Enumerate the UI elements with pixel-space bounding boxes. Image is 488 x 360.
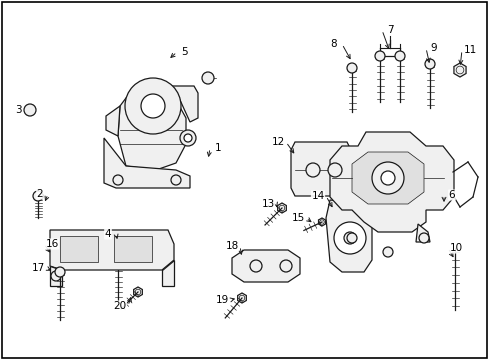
Text: 13: 13 — [261, 199, 274, 209]
Polygon shape — [162, 260, 174, 286]
Circle shape — [380, 171, 394, 185]
Polygon shape — [168, 86, 198, 122]
Text: 6: 6 — [448, 190, 454, 200]
Circle shape — [249, 260, 262, 272]
Text: 14: 14 — [311, 191, 324, 201]
Polygon shape — [237, 293, 246, 303]
Circle shape — [33, 191, 43, 201]
Polygon shape — [104, 138, 190, 188]
Text: 17: 17 — [31, 263, 44, 273]
Text: 20: 20 — [113, 301, 126, 311]
Polygon shape — [50, 230, 174, 270]
Text: 18: 18 — [225, 241, 238, 251]
Circle shape — [346, 233, 356, 243]
Circle shape — [113, 175, 123, 185]
Text: 2: 2 — [37, 189, 43, 199]
Text: 11: 11 — [463, 45, 476, 55]
Circle shape — [51, 271, 61, 281]
Polygon shape — [118, 92, 185, 170]
Text: 10: 10 — [448, 243, 462, 253]
Polygon shape — [277, 203, 286, 213]
Circle shape — [180, 130, 196, 146]
Circle shape — [371, 162, 403, 194]
Text: 1: 1 — [214, 143, 221, 153]
Polygon shape — [329, 132, 453, 232]
Circle shape — [333, 222, 365, 254]
Circle shape — [343, 232, 355, 244]
Circle shape — [394, 51, 404, 61]
Polygon shape — [133, 287, 142, 297]
Polygon shape — [325, 200, 371, 272]
Circle shape — [202, 72, 214, 84]
Circle shape — [183, 134, 192, 142]
Circle shape — [125, 78, 181, 134]
Text: 8: 8 — [330, 39, 337, 49]
Text: 7: 7 — [386, 25, 392, 35]
Polygon shape — [60, 236, 98, 262]
Text: 15: 15 — [291, 213, 304, 223]
Circle shape — [346, 63, 356, 73]
Circle shape — [171, 175, 181, 185]
Circle shape — [418, 233, 428, 243]
Polygon shape — [50, 266, 62, 286]
Circle shape — [424, 59, 434, 69]
Polygon shape — [114, 236, 152, 262]
Circle shape — [24, 104, 36, 116]
Text: 19: 19 — [215, 295, 228, 305]
Circle shape — [305, 163, 319, 177]
Text: 9: 9 — [430, 43, 436, 53]
Text: 12: 12 — [271, 137, 284, 147]
Circle shape — [374, 51, 384, 61]
Polygon shape — [351, 152, 423, 204]
Text: 16: 16 — [45, 239, 59, 249]
Text: 4: 4 — [104, 229, 111, 239]
Polygon shape — [318, 218, 325, 226]
Circle shape — [382, 247, 392, 257]
Text: 5: 5 — [182, 47, 188, 57]
Polygon shape — [106, 106, 120, 136]
Polygon shape — [231, 250, 299, 282]
Polygon shape — [415, 224, 429, 242]
Polygon shape — [453, 63, 465, 77]
Circle shape — [55, 267, 65, 277]
Polygon shape — [290, 142, 350, 196]
Polygon shape — [346, 224, 357, 242]
Circle shape — [280, 260, 291, 272]
Circle shape — [327, 163, 341, 177]
Circle shape — [141, 94, 164, 118]
Text: 3: 3 — [15, 105, 21, 115]
